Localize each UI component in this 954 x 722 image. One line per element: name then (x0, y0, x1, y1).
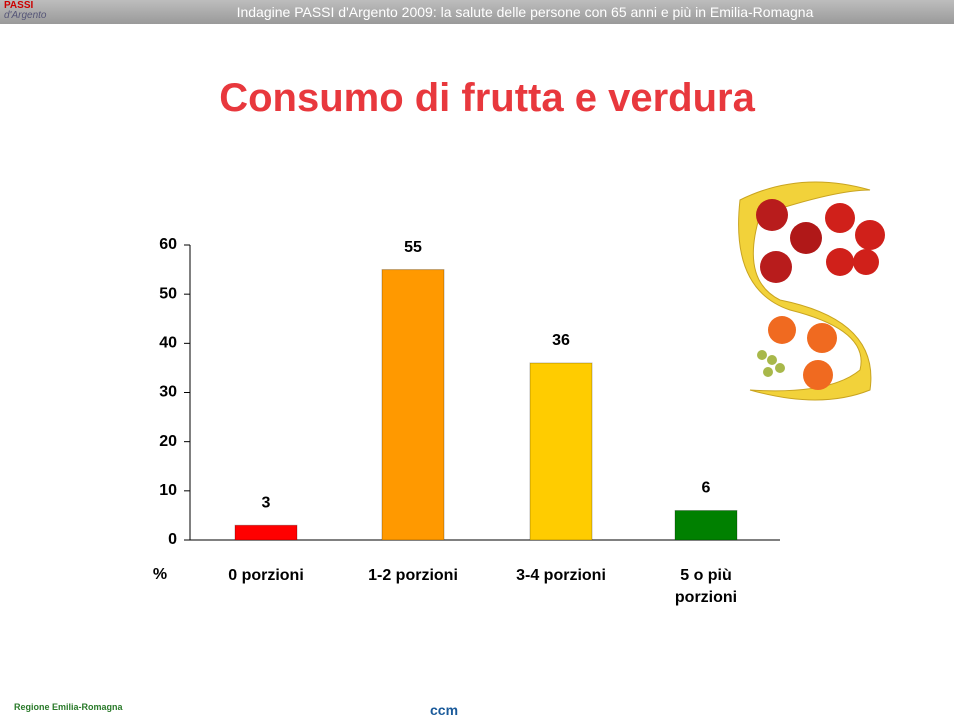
y-tick-label: 20 (159, 433, 177, 450)
value-label: 6 (702, 480, 711, 497)
bar (235, 525, 297, 540)
bar (382, 270, 444, 540)
footer-region: Regione Emilia-Romagna (14, 702, 123, 712)
chart: 0 10 20 30 40 50 60% 3 55 36 6 (0, 0, 954, 722)
bar (530, 363, 592, 540)
y-tick-label: 60 (159, 236, 177, 253)
x-tick-label: 3-4 porzioni (491, 565, 631, 587)
y-tick-label: 30 (159, 384, 177, 401)
y-tick-label: 10 (159, 482, 177, 499)
y-tick-label: 50 (159, 285, 177, 302)
value-label: 36 (552, 332, 570, 349)
fruit-illustration (739, 182, 885, 400)
y-axis-label: % (153, 566, 167, 583)
x-tick-label: 1-2 porzioni (343, 565, 483, 587)
value-label: 55 (404, 239, 422, 256)
x-tick-label: 0 porzioni (196, 565, 336, 587)
y-tick-label: 40 (159, 335, 177, 352)
bar (675, 511, 737, 541)
value-label: 3 (262, 494, 271, 511)
x-tick-label: 5 o più porzioni (656, 565, 756, 609)
y-tick-label: 0 (168, 531, 177, 548)
slide: PASSId'Argento Indagine PASSI d'Argento … (0, 0, 954, 722)
footer-logo: ccm (430, 702, 458, 718)
